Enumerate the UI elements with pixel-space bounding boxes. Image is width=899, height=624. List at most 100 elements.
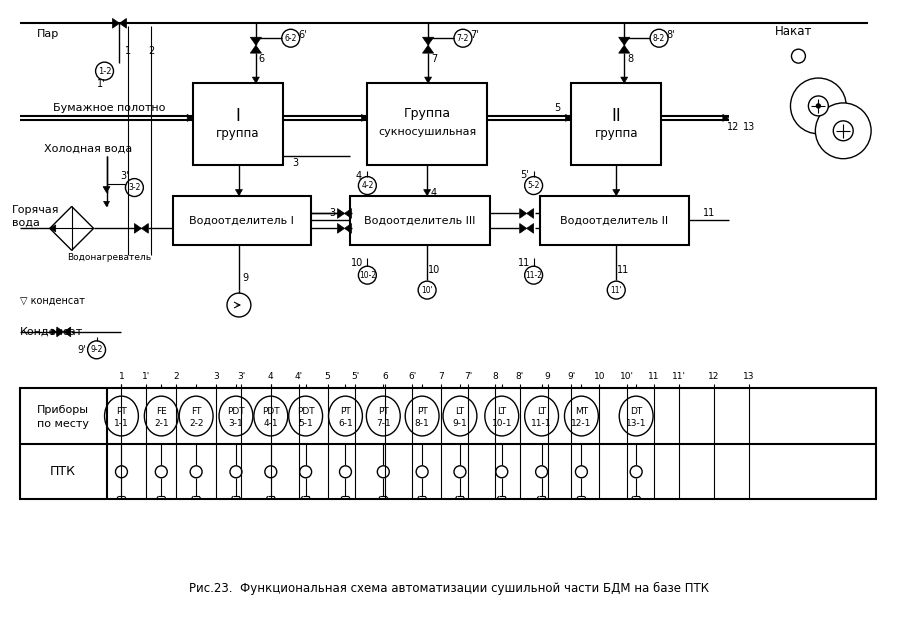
Polygon shape (135, 223, 141, 233)
Circle shape (790, 78, 846, 134)
Text: Холодная вода: Холодная вода (44, 144, 132, 154)
Circle shape (791, 49, 806, 63)
Text: 7: 7 (438, 372, 444, 381)
Ellipse shape (485, 396, 519, 436)
Text: 12: 12 (726, 122, 739, 132)
Polygon shape (520, 208, 527, 218)
Text: Пар: Пар (37, 29, 59, 39)
Circle shape (156, 466, 167, 478)
Polygon shape (619, 45, 630, 53)
Text: 11-2: 11-2 (525, 271, 542, 280)
Circle shape (608, 281, 625, 299)
Polygon shape (613, 190, 619, 195)
Text: 7': 7' (470, 30, 479, 40)
Ellipse shape (104, 396, 138, 436)
Circle shape (454, 29, 472, 47)
Text: 6-2: 6-2 (284, 34, 297, 42)
Text: 8': 8' (667, 30, 675, 40)
Text: 4: 4 (355, 170, 361, 180)
Circle shape (87, 341, 105, 359)
Polygon shape (527, 208, 534, 218)
Circle shape (126, 178, 143, 197)
Circle shape (495, 466, 508, 478)
Text: I: I (236, 107, 240, 125)
Text: 3': 3' (236, 372, 245, 381)
Polygon shape (250, 37, 262, 45)
Text: 7': 7' (464, 372, 472, 381)
Text: PT: PT (378, 407, 388, 416)
Polygon shape (423, 37, 433, 45)
Text: Бумажное полотно: Бумажное полотно (53, 103, 165, 113)
Text: PT: PT (340, 407, 351, 416)
Polygon shape (520, 223, 527, 233)
Ellipse shape (328, 396, 362, 436)
Text: 6: 6 (259, 54, 265, 64)
Text: II: II (611, 107, 621, 125)
Polygon shape (565, 114, 572, 121)
Text: сукносушильная: сукносушильная (378, 127, 476, 137)
Text: по месту: по месту (37, 419, 89, 429)
Text: PDT: PDT (297, 407, 315, 416)
Polygon shape (57, 327, 64, 337)
Text: PT: PT (417, 407, 428, 416)
Bar (572, 83, 661, 165)
Text: 6': 6' (298, 30, 307, 40)
Circle shape (281, 29, 299, 47)
Polygon shape (120, 19, 127, 28)
Text: 9: 9 (243, 273, 249, 283)
Text: PT: PT (116, 407, 127, 416)
Polygon shape (250, 45, 262, 53)
Text: ПТК: ПТК (50, 466, 76, 478)
Text: 3': 3' (120, 170, 129, 180)
Text: 4: 4 (431, 188, 437, 198)
Bar (368, 83, 487, 165)
Circle shape (536, 466, 547, 478)
Text: 13: 13 (743, 122, 755, 132)
Text: 1-1: 1-1 (114, 419, 129, 427)
Text: 3: 3 (213, 372, 219, 381)
Text: Водоотделитель II: Водоотделитель II (560, 215, 668, 225)
Text: FT: FT (191, 407, 201, 416)
Text: 3: 3 (329, 208, 335, 218)
Text: 5': 5' (352, 372, 360, 381)
Text: 10': 10' (620, 372, 634, 381)
Text: 3-2: 3-2 (129, 183, 140, 192)
Ellipse shape (619, 396, 653, 436)
Ellipse shape (525, 396, 558, 436)
Text: 8: 8 (628, 54, 633, 64)
Text: 11: 11 (617, 265, 629, 275)
Text: 1': 1' (142, 372, 150, 381)
Text: 8: 8 (492, 372, 498, 381)
Text: Водоотделитель III: Водоотделитель III (364, 215, 476, 225)
Circle shape (630, 466, 642, 478)
Text: 7: 7 (431, 54, 437, 64)
Text: 10-1: 10-1 (492, 419, 512, 427)
Bar (174, 195, 311, 245)
Ellipse shape (443, 396, 476, 436)
Text: Конденсат: Конденсат (20, 327, 84, 337)
Text: 1: 1 (119, 372, 124, 381)
Circle shape (191, 466, 202, 478)
Circle shape (230, 466, 242, 478)
Circle shape (816, 104, 821, 108)
Polygon shape (361, 114, 368, 121)
Text: 11-1: 11-1 (531, 419, 552, 427)
Text: FE: FE (156, 407, 166, 416)
Polygon shape (337, 208, 344, 218)
Polygon shape (423, 190, 431, 195)
Text: 10: 10 (352, 258, 363, 268)
Circle shape (416, 466, 428, 478)
Text: ▽ конденсат: ▽ конденсат (20, 297, 85, 307)
Text: 5-2: 5-2 (528, 181, 539, 190)
Polygon shape (103, 187, 110, 193)
Text: 3-1: 3-1 (228, 419, 244, 427)
Text: 9-1: 9-1 (452, 419, 467, 427)
Circle shape (454, 466, 466, 478)
Text: 10: 10 (428, 265, 441, 275)
Text: Водоотделитель I: Водоотделитель I (190, 215, 294, 225)
Text: LT: LT (456, 407, 465, 416)
Circle shape (359, 266, 377, 284)
Text: LT: LT (497, 407, 506, 416)
Text: 5: 5 (555, 103, 561, 113)
Text: Приборы: Приборы (37, 405, 89, 415)
